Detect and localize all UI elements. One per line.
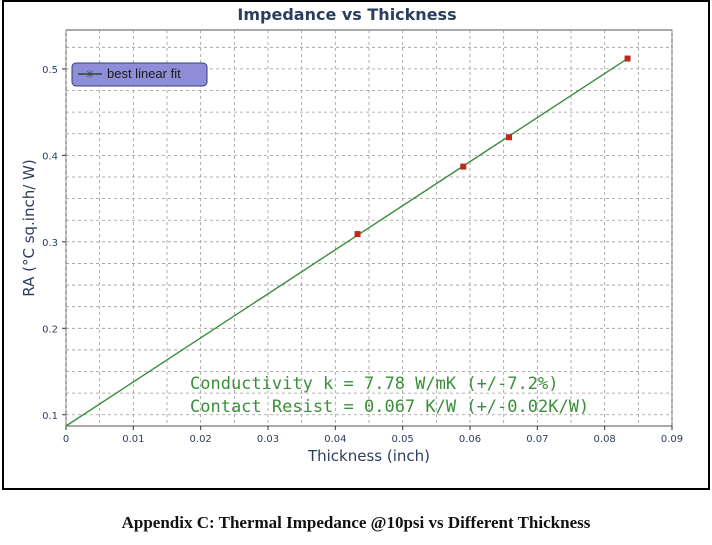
y-tick-label: 0.4 — [42, 151, 58, 162]
legend-box — [71, 62, 208, 87]
y-tick-label: 0.5 — [42, 65, 58, 76]
fit-line — [65, 57, 628, 427]
x-tick-label: 0.01 — [122, 434, 144, 445]
chart-frame: Impedance vs Thickness 0.1 0.2 0.3 0.4 0.5 0… — [2, 0, 710, 490]
chart-title: Impedance vs Thickness — [237, 5, 456, 24]
chart: Impedance vs Thickness 0.1 0.2 0.3 0.4 0.5 0… — [20, 5, 683, 465]
y-axis-ticks: 0.1 0.2 0.3 0.4 0.5 — [42, 65, 66, 422]
data-point — [460, 163, 467, 170]
y-axis-label: RA (°C sq.inch/ W) — [20, 159, 38, 296]
annotation-contact-resist: Contact Resist = 0.067 K/W (+/-0.02K/W) — [190, 397, 589, 417]
figure-caption: Appendix C: Thermal Impedance @10psi vs … — [121, 513, 591, 532]
x-tick-label: 0.07 — [526, 434, 548, 445]
fit-line-layer — [65, 57, 628, 427]
x-axis-label: Thickness (inch) — [307, 447, 430, 465]
y-tick-label: 0.1 — [42, 411, 58, 422]
x-tick-label: 0.08 — [594, 434, 616, 445]
data-points — [354, 55, 631, 238]
x-tick-label: 0.05 — [392, 434, 414, 445]
x-tick-label: 0.06 — [459, 434, 481, 445]
legend: ✳ best linear fit — [71, 62, 208, 87]
x-tick-label: 0.03 — [257, 434, 279, 445]
data-point — [354, 231, 361, 238]
legend-marker-icon: ✳ — [85, 68, 94, 81]
x-tick-label: 0.02 — [190, 434, 212, 445]
data-point — [624, 55, 631, 62]
x-tick-label: 0 — [63, 434, 69, 445]
y-tick-label: 0.3 — [42, 238, 58, 249]
x-tick-label: 0.09 — [661, 434, 683, 445]
x-tick-label: 0.04 — [324, 434, 346, 445]
legend-label: best linear fit — [107, 66, 181, 81]
data-point — [506, 134, 513, 141]
y-tick-label: 0.2 — [42, 324, 58, 335]
x-axis-ticks: 0 0.01 0.02 0.03 0.04 0.05 0.06 0.07 0.08 0.09 — [63, 426, 683, 445]
annotation-conductivity: Conductivity k = 7.78 W/mK (+/-7.2%) — [190, 374, 558, 394]
